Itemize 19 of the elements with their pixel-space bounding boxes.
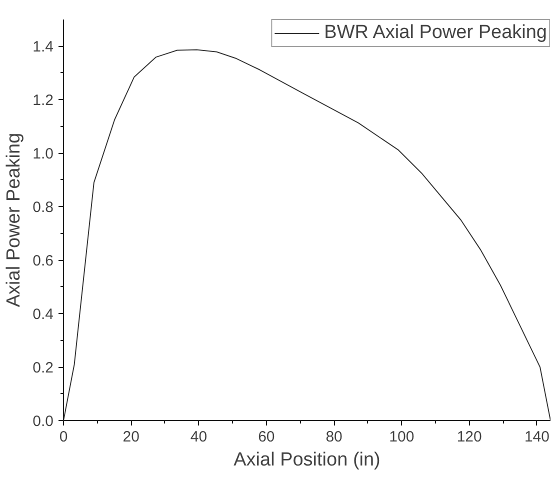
y-tick-label: 0.2 <box>32 360 54 377</box>
y-axis-title: Axial Power Peaking <box>4 132 25 308</box>
y-tick-label: 0.4 <box>32 306 54 324</box>
x-axis-title: Axial Position (in) <box>234 450 380 470</box>
x-tick-label: 80 <box>326 428 342 446</box>
y-tick-label: 1.2 <box>32 92 54 110</box>
y-tick-label: 0.6 <box>32 252 54 270</box>
y-tick-label: 0.0 <box>32 413 54 430</box>
y-tick-label: 1.0 <box>32 146 54 163</box>
x-tick-label: 60 <box>258 428 275 446</box>
x-tick-label: 120 <box>456 428 482 446</box>
x-tick-label: 140 <box>524 428 550 446</box>
x-tick-label: 20 <box>122 428 140 446</box>
x-tick-label: 100 <box>389 428 414 446</box>
x-tick-label: 40 <box>190 428 208 446</box>
y-tick-label: 0.8 <box>32 199 54 216</box>
x-tick-label: 0 <box>59 428 68 446</box>
y-tick-label: 1.4 <box>32 38 54 56</box>
legend-label: BWR Axial Power Peaking <box>324 22 547 44</box>
